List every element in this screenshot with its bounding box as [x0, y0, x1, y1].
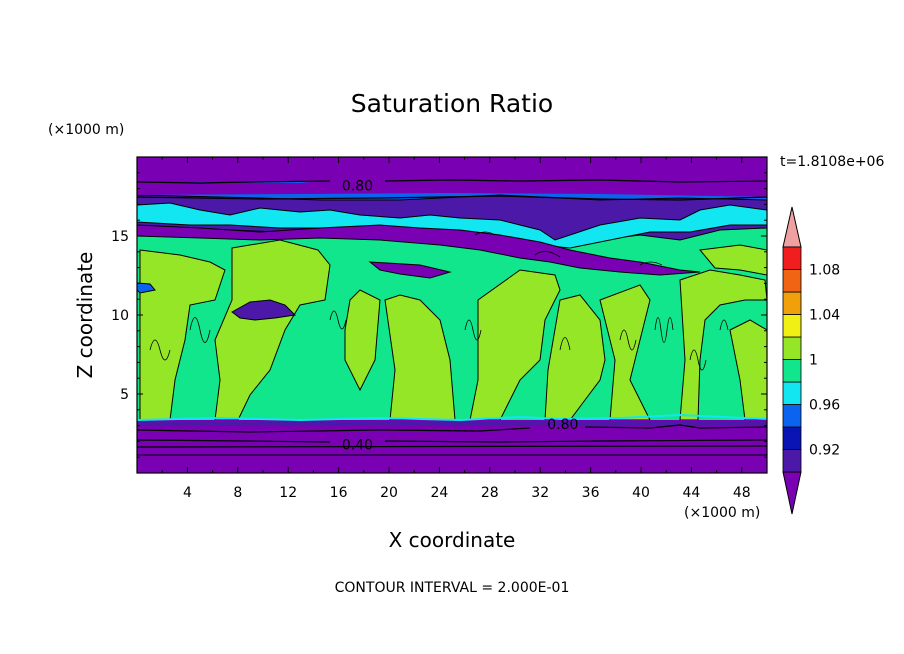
y-axis-label: Z coordinate: [73, 252, 97, 379]
x-axis-ticks: 4 8 12 16 20 24 28 32 36 40 44 48: [161, 157, 751, 501]
colorbar-label: 1.08: [809, 263, 840, 279]
y-axis-ticks: 5 10 15: [111, 172, 767, 458]
x-tick-label: 12: [279, 485, 297, 501]
chart-title: Saturation Ratio: [351, 89, 553, 118]
colorbar-swatch: [782, 449, 802, 473]
y-axis-units: (×1000 m): [48, 122, 124, 138]
y-tick-label: 5: [120, 387, 129, 403]
x-tick-label: 32: [531, 485, 549, 501]
colorbar-swatch: [782, 359, 802, 383]
x-axis-label: X coordinate: [389, 528, 516, 552]
x-tick-label: 8: [233, 485, 242, 501]
top-dry-band: [137, 157, 767, 182]
x-tick-label: 24: [430, 485, 448, 501]
colorbar-swatch: [782, 291, 802, 315]
saturated-columns: [139, 209, 767, 421]
colorbar-label: 1.04: [809, 308, 840, 324]
time-label: t=1.8108e+06: [780, 154, 884, 170]
x-tick-label: 20: [380, 485, 398, 501]
colorbar-swatch: [782, 314, 802, 338]
x-tick-label: 4: [183, 485, 192, 501]
colorbar-labels: 0.92 0.96 1 1.04 1.08: [809, 263, 840, 459]
contour-label: 0.40: [342, 438, 373, 454]
colorbar-swatch: [782, 381, 802, 405]
colorbar-high-arrow: [782, 206, 802, 248]
contour-labels: 0.80 0.80 0.40: [342, 178, 579, 453]
colorbar-label: 0.96: [809, 398, 840, 414]
colorbar-swatch: [782, 426, 802, 450]
x-tick-label: 48: [733, 485, 751, 501]
x-tick-label: 28: [481, 485, 499, 501]
y-tick-label: 15: [111, 229, 129, 245]
contour-label: 0.80: [547, 417, 578, 433]
contour-label: 0.80: [342, 178, 373, 194]
contour-interval-note: CONTOUR INTERVAL = 2.000E-01: [335, 580, 570, 596]
colorbar-swatch: [782, 404, 802, 428]
x-tick-label: 40: [632, 485, 650, 501]
colorbar-swatch: [782, 269, 802, 293]
colorbar: [782, 206, 802, 515]
mid-layer-contour-detail: [149, 231, 729, 371]
colorbar-label: 0.92: [809, 443, 840, 459]
contour-lines: [137, 179, 767, 456]
x-tick-label: 16: [330, 485, 348, 501]
colorbar-label: 1: [809, 353, 818, 369]
y-tick-label: 10: [111, 308, 129, 324]
x-axis-units: (×1000 m): [684, 505, 760, 521]
x-tick-label: 44: [682, 485, 700, 501]
colorbar-swatch: [782, 336, 802, 360]
x-tick-label: 36: [582, 485, 600, 501]
colorbar-swatch: [782, 246, 802, 270]
colorbar-low-arrow: [782, 471, 802, 515]
contour-plot-area: [137, 157, 767, 473]
